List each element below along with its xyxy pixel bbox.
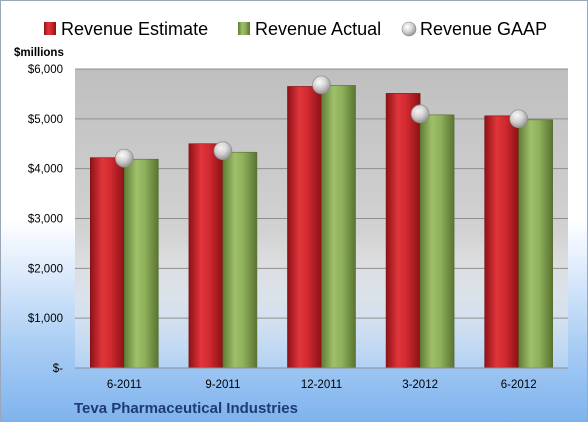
y-tick-label: $5,000: [28, 114, 63, 126]
gaap-markers: [114, 75, 529, 168]
company-name-caption: Teva Pharmaceutical Industries: [74, 400, 298, 417]
bar-revenue-actual: [518, 119, 554, 369]
x-tick-label: 3-2012: [402, 379, 438, 391]
legend-item-actual: Revenue Actual: [238, 19, 381, 39]
bar-revenue-actual: [321, 85, 356, 369]
bar-revenue-estimate: [287, 86, 322, 369]
bar-revenue-actual: [124, 158, 159, 369]
y-axis-ticks: $- $1,000 $2,000 $3,000 $4,000 $5,000 $6,000: [28, 64, 63, 375]
x-tick-label: 6-2012: [501, 379, 537, 391]
bar-revenue-estimate: [385, 93, 421, 369]
y-tick-label: $2,000: [28, 263, 63, 275]
legend-label-gaap: Revenue GAAP: [420, 19, 547, 39]
y-tick-label: $3,000: [28, 214, 63, 226]
bars: [90, 85, 554, 369]
x-axis-ticks: 6-2011 9-2011 12-2011 3-2012 6-2012: [107, 379, 537, 391]
legend: Revenue Estimate Revenue Actual Revenue …: [44, 19, 547, 39]
marker-revenue-gaap: [509, 109, 529, 129]
bar-revenue-estimate: [484, 115, 520, 369]
marker-revenue-gaap: [312, 75, 331, 95]
y-axis-unit-label: $millions: [14, 47, 64, 59]
legend-swatch-estimate: [44, 22, 56, 35]
x-tick-label: 12-2011: [301, 379, 342, 391]
marker-revenue-gaap: [114, 148, 134, 168]
bar-revenue-actual: [419, 114, 455, 369]
marker-revenue-gaap: [213, 141, 233, 161]
y-tick-label: $4,000: [28, 164, 63, 176]
y-tick-label: $-: [53, 363, 63, 375]
legend-label-actual: Revenue Actual: [255, 19, 381, 39]
marker-revenue-gaap: [410, 104, 430, 124]
bar-revenue-actual: [222, 151, 258, 369]
x-tick-label: 6-2011: [107, 379, 142, 391]
legend-label-estimate: Revenue Estimate: [61, 19, 208, 39]
bar-revenue-estimate: [188, 143, 224, 369]
legend-swatch-gaap: [401, 21, 417, 37]
y-tick-label: $6,000: [28, 64, 63, 76]
y-tick-label: $1,000: [28, 313, 63, 325]
legend-item-gaap: Revenue GAAP: [401, 19, 547, 39]
legend-item-estimate: Revenue Estimate: [44, 19, 208, 39]
x-tick-label: 9-2011: [205, 379, 240, 391]
legend-swatch-actual: [238, 22, 250, 35]
bar-revenue-estimate: [90, 157, 125, 369]
